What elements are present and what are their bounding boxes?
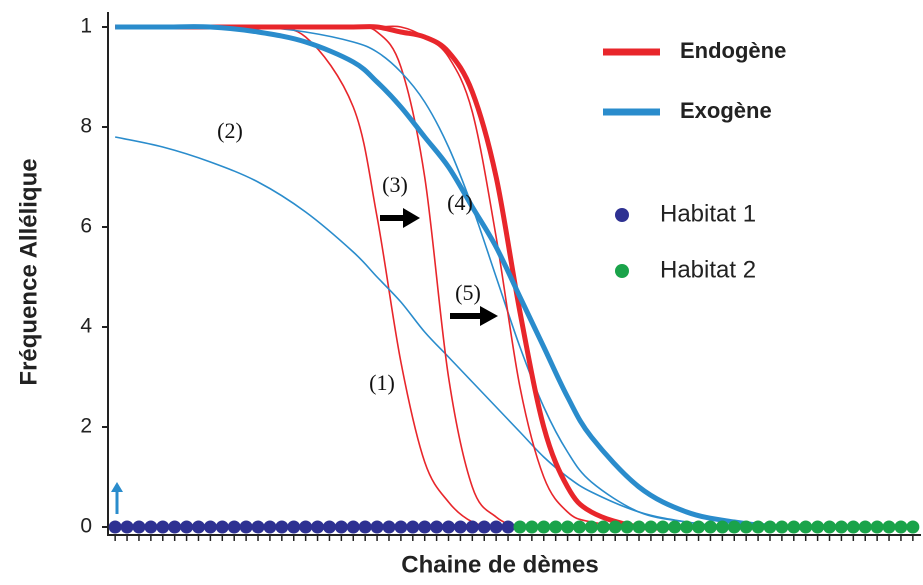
- habitat-dot: [227, 520, 241, 534]
- habitat-dot: [180, 520, 194, 534]
- y-tick-label: 1: [80, 15, 92, 38]
- habitat-dot: [537, 520, 551, 534]
- habitat-dot: [549, 520, 563, 534]
- habitat-dot: [132, 520, 146, 534]
- habitat-dot: [203, 520, 217, 534]
- habitat-dot: [608, 520, 622, 534]
- habitat-dot: [346, 520, 360, 534]
- habitat-dot: [834, 520, 848, 534]
- habitat-dot: [275, 520, 289, 534]
- legend-label: Exogène: [680, 98, 772, 123]
- habitat-dot: [644, 520, 658, 534]
- curve-label: (4): [447, 190, 473, 215]
- habitat-dot: [692, 520, 706, 534]
- y-tick-label: 0: [80, 515, 92, 538]
- habitat-dot: [394, 520, 408, 534]
- habitat-dot: [656, 520, 670, 534]
- habitat-dot: [453, 520, 467, 534]
- curve-label: (3): [382, 172, 408, 197]
- habitat-dot: [418, 520, 432, 534]
- habitat-dot: [823, 520, 837, 534]
- y-tick-label: 2: [80, 415, 92, 438]
- habitat-dot: [739, 520, 753, 534]
- habitat-dot: [906, 520, 920, 534]
- habitat-dot: [703, 520, 717, 534]
- habitat-dot: [632, 520, 646, 534]
- y-axis-label: Fréquence Allélique: [15, 158, 42, 385]
- legend-label: Habitat 1: [660, 200, 756, 227]
- plot-area: [114, 24, 913, 531]
- curve-label: (2): [217, 118, 243, 143]
- habitat-dot: [870, 520, 884, 534]
- habitat-dot: [239, 520, 253, 534]
- habitat-dot: [287, 520, 301, 534]
- habitat-dot: [215, 520, 229, 534]
- habitat-dot: [263, 520, 277, 534]
- habitat-dot: [251, 520, 265, 534]
- habitat-dot: [572, 520, 586, 534]
- habitat-dot: [358, 520, 372, 534]
- habitat-dot: [156, 520, 170, 534]
- habitat-dot: [525, 520, 539, 534]
- habitat-dot: [775, 520, 789, 534]
- series-line: [115, 24, 913, 531]
- habitat-dot: [191, 520, 205, 534]
- habitat-dot: [120, 520, 134, 534]
- legend-swatch: [615, 208, 629, 222]
- habitat-dot: [513, 520, 527, 534]
- legend-swatch: [615, 264, 629, 278]
- habitat-dot: [489, 520, 503, 534]
- y-tick-label: 8: [80, 115, 92, 138]
- y-tick-label: 4: [80, 315, 92, 338]
- habitat-dot: [787, 520, 801, 534]
- habitat-dot: [322, 520, 336, 534]
- habitat-dot: [561, 520, 575, 534]
- habitat-dot: [108, 520, 122, 534]
- habitat-dot: [596, 520, 610, 534]
- habitat-dot: [846, 520, 860, 534]
- habitat-dot: [406, 520, 420, 534]
- habitat-dot: [442, 520, 456, 534]
- legend-label: Habitat 2: [660, 256, 756, 283]
- habitat-dot: [584, 520, 598, 534]
- legend-label: Endogène: [680, 38, 786, 63]
- curve-label: (5): [455, 280, 481, 305]
- habitat-dot: [680, 520, 694, 534]
- habitat-dot: [715, 520, 729, 534]
- habitat-dot: [727, 520, 741, 534]
- habitat-dot: [501, 520, 515, 534]
- habitat-dot: [477, 520, 491, 534]
- habitat-dot: [894, 520, 908, 534]
- origin-arrow: [111, 482, 123, 514]
- habitat-dot: [168, 520, 182, 534]
- habitat-dot: [382, 520, 396, 534]
- x-axis-label: Chaine de dèmes: [401, 551, 598, 578]
- habitat-dot: [751, 520, 765, 534]
- habitat-dot: [299, 520, 313, 534]
- habitat-dot: [370, 520, 384, 534]
- habitat-dot: [668, 520, 682, 534]
- habitat-dot: [465, 520, 479, 534]
- habitat-dot: [763, 520, 777, 534]
- curve-label: (1): [369, 370, 395, 395]
- habitat-dot: [620, 520, 634, 534]
- arrow: [450, 306, 498, 326]
- habitat-dot: [811, 520, 825, 534]
- habitat-dot: [882, 520, 896, 534]
- habitat-dot: [430, 520, 444, 534]
- habitat-dot: [311, 520, 325, 534]
- arrow: [380, 208, 420, 228]
- habitat-dot: [144, 520, 158, 534]
- habitat-dot: [334, 520, 348, 534]
- y-tick-label: 6: [80, 215, 92, 238]
- habitat-dot: [799, 520, 813, 534]
- habitat-dot: [858, 520, 872, 534]
